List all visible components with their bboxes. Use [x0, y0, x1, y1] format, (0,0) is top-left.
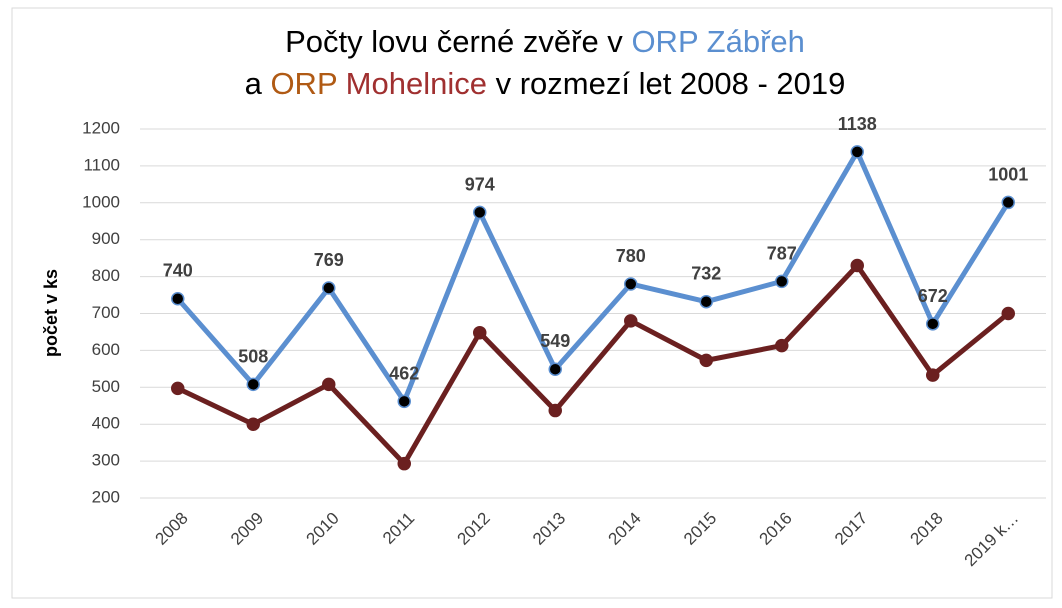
point — [926, 368, 940, 382]
title-part: v rozmezí let 2008 - 2019 — [487, 66, 845, 101]
point — [548, 403, 562, 418]
point — [624, 314, 638, 328]
data-label: 1001 — [988, 164, 1028, 184]
data-label: 462 — [389, 363, 419, 383]
title-part: Mohelnice — [337, 66, 487, 101]
point — [548, 362, 562, 376]
point — [246, 377, 260, 392]
data-label: 508 — [238, 346, 268, 366]
data-label: 740 — [163, 261, 193, 281]
point — [171, 291, 185, 306]
title-part: ORP Zábřeh — [631, 24, 804, 59]
y-tick-label: 700 — [92, 303, 120, 322]
data-label: 549 — [540, 331, 570, 351]
y-tick-label: 1000 — [82, 192, 120, 211]
chart-border — [11, 7, 1053, 599]
y-tick-label: 300 — [92, 451, 120, 470]
point — [624, 277, 638, 291]
chart-title: a ORP Mohelnice v rozmezí let 2008 - 201… — [245, 66, 846, 101]
point — [926, 317, 940, 331]
y-tick-label: 400 — [92, 414, 120, 433]
point — [1001, 306, 1015, 321]
title-part: ORP — [270, 66, 337, 101]
y-tick-label: 800 — [92, 266, 120, 285]
y-tick-label: 200 — [92, 487, 120, 506]
point — [850, 258, 864, 273]
data-label: 780 — [616, 246, 646, 266]
y-tick-label: 1100 — [83, 155, 120, 174]
title-part: a — [245, 66, 271, 101]
point — [171, 381, 185, 396]
point — [397, 394, 411, 409]
y-tick-label: 500 — [92, 377, 120, 396]
y-tick-label: 600 — [92, 340, 120, 359]
data-label: 672 — [918, 286, 948, 306]
point — [322, 377, 336, 392]
point — [699, 353, 713, 368]
data-label: 1138 — [838, 114, 877, 134]
point — [699, 294, 713, 309]
point — [322, 281, 336, 295]
chart-title: Počty lovu černé zvěře v ORP Zábřeh — [285, 24, 805, 59]
title-part: Počty lovu černé zvěře v — [285, 24, 631, 59]
series-line — [175, 149, 1011, 404]
point — [775, 274, 789, 289]
point — [850, 145, 864, 159]
point — [246, 417, 260, 431]
point — [1001, 195, 1015, 210]
point — [775, 338, 789, 353]
y-tick-label: 900 — [92, 229, 120, 248]
y-axis-label: počet v ks — [41, 269, 61, 357]
point — [473, 325, 487, 340]
data-label: 787 — [767, 243, 797, 263]
series-line — [176, 263, 1010, 467]
y-tick-label: 1200 — [82, 118, 120, 137]
data-label: 974 — [465, 174, 495, 194]
data-label: 769 — [314, 250, 344, 270]
point — [473, 205, 487, 220]
point — [397, 456, 411, 471]
data-label: 732 — [691, 264, 721, 284]
